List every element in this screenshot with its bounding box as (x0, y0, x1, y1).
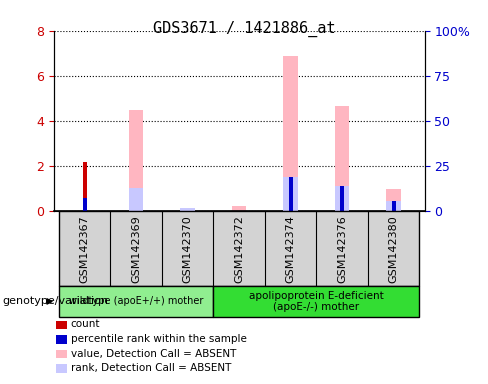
Text: percentile rank within the sample: percentile rank within the sample (71, 334, 246, 344)
Text: GSM142380: GSM142380 (388, 215, 399, 283)
Bar (284, 177, 298, 211)
Bar (232, 206, 246, 211)
Bar (82, 198, 87, 211)
Text: count: count (71, 319, 100, 329)
Text: GSM142372: GSM142372 (234, 215, 244, 283)
Bar (181, 209, 195, 211)
Text: GDS3671 / 1421886_at: GDS3671 / 1421886_at (153, 21, 335, 37)
FancyBboxPatch shape (213, 286, 419, 317)
Text: GSM142370: GSM142370 (183, 215, 193, 283)
Text: value, Detection Call = ABSENT: value, Detection Call = ABSENT (71, 349, 236, 359)
Bar (129, 110, 143, 211)
Text: GSM142369: GSM142369 (131, 215, 141, 283)
Text: rank, Detection Call = ABSENT: rank, Detection Call = ABSENT (71, 363, 231, 373)
Bar (335, 106, 349, 211)
Text: apolipoprotein E-deficient
(apoE-/-) mother: apolipoprotein E-deficient (apoE-/-) mot… (249, 291, 384, 312)
Bar (335, 186, 349, 211)
FancyBboxPatch shape (59, 286, 213, 317)
Text: wildtype (apoE+/+) mother: wildtype (apoE+/+) mother (69, 296, 203, 306)
Bar (386, 189, 401, 211)
FancyBboxPatch shape (59, 211, 419, 286)
Bar (386, 201, 401, 211)
Bar (340, 186, 344, 211)
Bar (288, 177, 293, 211)
Bar (181, 208, 195, 211)
Text: GSM142374: GSM142374 (285, 215, 296, 283)
Text: GSM142376: GSM142376 (337, 215, 347, 283)
Text: GSM142367: GSM142367 (80, 215, 90, 283)
Bar (284, 56, 298, 211)
Bar (391, 201, 396, 211)
Bar (129, 187, 143, 211)
Text: genotype/variation: genotype/variation (2, 296, 108, 306)
Bar (82, 162, 87, 211)
